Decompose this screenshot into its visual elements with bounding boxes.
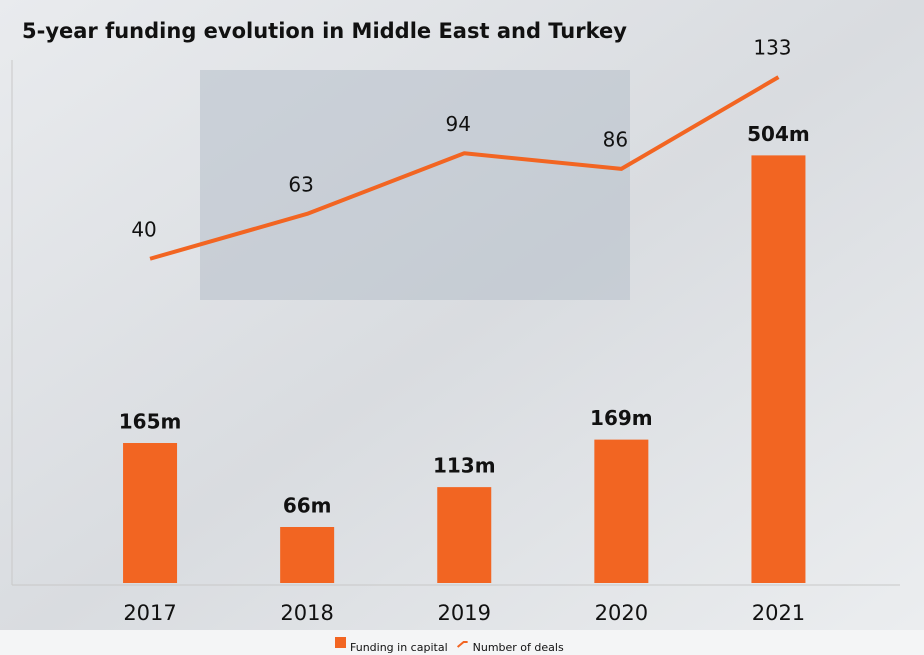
legend-swatch xyxy=(456,641,468,648)
line xyxy=(149,75,780,261)
bar xyxy=(280,527,335,583)
data-label: 169m xyxy=(590,406,653,430)
data-label: 94 xyxy=(446,112,471,136)
x-tick-label: 2017 xyxy=(123,601,176,625)
chart-title: 5-year funding evolution in Middle East … xyxy=(22,19,627,43)
x-tick-label: 2021 xyxy=(752,601,805,625)
legend-label: Number of deals xyxy=(473,641,564,654)
data-label: 133 xyxy=(753,36,791,60)
bar xyxy=(594,439,649,583)
legend-label: Funding in capital xyxy=(350,641,448,654)
x-tick-label: 2020 xyxy=(595,601,648,625)
x-tick-label: 2018 xyxy=(280,601,333,625)
x-tick-label: 2019 xyxy=(438,601,491,625)
background-screen xyxy=(200,70,630,300)
data-label: 63 xyxy=(288,172,313,196)
bar xyxy=(751,155,806,583)
legend: Funding in capital Number of deals xyxy=(335,637,564,654)
bar xyxy=(437,487,492,583)
data-label: 40 xyxy=(131,217,156,241)
bar xyxy=(123,443,178,583)
legend-swatch xyxy=(335,637,346,648)
data-label: 86 xyxy=(603,127,628,151)
data-label: 113m xyxy=(433,454,496,478)
data-label: 66m xyxy=(283,494,332,518)
data-label: 165m xyxy=(119,410,182,434)
data-label: 504m xyxy=(747,122,810,146)
